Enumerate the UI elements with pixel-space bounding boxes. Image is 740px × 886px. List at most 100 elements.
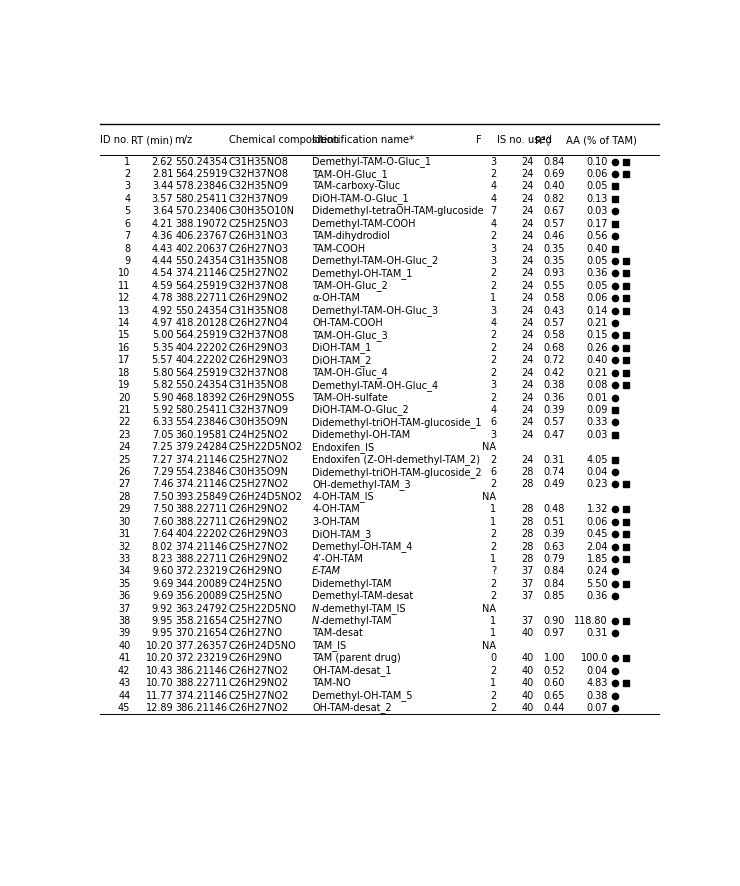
Text: Didemethyl-triOH-TAM-glucoside_1: Didemethyl-triOH-TAM-glucoside_1 (312, 417, 482, 428)
Text: 10.70: 10.70 (146, 678, 173, 688)
Text: 386.21146: 386.21146 (175, 703, 228, 713)
Text: 1: 1 (490, 517, 497, 526)
Text: 19: 19 (118, 380, 130, 390)
Text: 5.92: 5.92 (152, 405, 173, 415)
Text: 5.80: 5.80 (152, 368, 173, 377)
Text: 2: 2 (490, 169, 497, 179)
Text: 37: 37 (521, 579, 534, 589)
Text: 10.20: 10.20 (146, 641, 173, 651)
Text: 24: 24 (521, 355, 534, 365)
Text: 3-OH-TAM: 3-OH-TAM (312, 517, 360, 526)
Text: 26: 26 (118, 467, 130, 477)
Text: DiOH-TAM-O-Gluc_2: DiOH-TAM-O-Gluc_2 (312, 405, 409, 416)
Text: TAM-OH-Gluc_3: TAM-OH-Gluc_3 (312, 330, 388, 341)
Text: C25H27NO2: C25H27NO2 (229, 690, 289, 701)
Text: Didemethyl-TAM: Didemethyl-TAM (312, 579, 391, 589)
Text: 0.04: 0.04 (587, 467, 608, 477)
Text: TAM-NO: TAM-NO (312, 678, 351, 688)
Text: C25H27NO2: C25H27NO2 (229, 268, 289, 278)
Text: 554.23846: 554.23846 (175, 467, 228, 477)
Text: 24: 24 (521, 430, 534, 439)
Text: C32H37NO8: C32H37NO8 (229, 169, 289, 179)
Text: 5.50: 5.50 (587, 579, 608, 589)
Text: 0.84: 0.84 (544, 566, 565, 577)
Text: C30H35O9N: C30H35O9N (229, 467, 289, 477)
Text: R²◊: R²◊ (535, 136, 551, 145)
Text: Didemethyl-OH-TAM: Didemethyl-OH-TAM (312, 430, 411, 439)
Text: C26H27NO2: C26H27NO2 (229, 703, 289, 713)
Text: 37: 37 (521, 566, 534, 577)
Text: 28: 28 (521, 517, 534, 526)
Text: 554.23846: 554.23846 (175, 417, 228, 427)
Text: 372.23219: 372.23219 (175, 566, 228, 577)
Text: 0.56: 0.56 (587, 231, 608, 241)
Text: C26H27NO3: C26H27NO3 (229, 244, 289, 253)
Text: 388.22711: 388.22711 (175, 554, 228, 564)
Text: 24: 24 (521, 281, 534, 291)
Text: 2: 2 (490, 665, 497, 676)
Text: TAM-OH-Gluc_1: TAM-OH-Gluc_1 (312, 168, 388, 180)
Text: 0.10: 0.10 (587, 157, 608, 167)
Text: TAM-COOH: TAM-COOH (312, 244, 366, 253)
Text: 0.85: 0.85 (544, 591, 565, 602)
Text: 22: 22 (118, 417, 130, 427)
Text: 360.19581: 360.19581 (175, 430, 228, 439)
Text: 13: 13 (118, 306, 130, 315)
Text: α-OH-TAM: α-OH-TAM (312, 293, 360, 303)
Text: 2: 2 (490, 268, 497, 278)
Text: 24: 24 (521, 157, 534, 167)
Text: 3: 3 (490, 430, 497, 439)
Text: 468.18392: 468.18392 (175, 392, 228, 402)
Text: 40: 40 (521, 690, 534, 701)
Text: 31: 31 (118, 529, 130, 540)
Text: 0.06: 0.06 (587, 169, 608, 179)
Text: C32H37NO8: C32H37NO8 (229, 330, 289, 340)
Text: 0.57: 0.57 (543, 417, 565, 427)
Text: 5.00: 5.00 (152, 330, 173, 340)
Text: 550.24354: 550.24354 (175, 380, 228, 390)
Text: C25H22D5NO2: C25H22D5NO2 (229, 442, 303, 452)
Text: 0.72: 0.72 (543, 355, 565, 365)
Text: -demethyl-TAM_IS: -demethyl-TAM_IS (319, 603, 406, 614)
Text: 372.23219: 372.23219 (175, 653, 228, 664)
Text: m/z: m/z (175, 136, 192, 145)
Text: 379.24284: 379.24284 (175, 442, 228, 452)
Text: 37: 37 (521, 591, 534, 602)
Text: Identification name*: Identification name* (312, 136, 414, 145)
Text: 3: 3 (124, 182, 130, 191)
Text: 0.21: 0.21 (587, 368, 608, 377)
Text: 28: 28 (521, 467, 534, 477)
Text: 3.57: 3.57 (152, 194, 173, 204)
Text: 4-OH-TAM_IS: 4-OH-TAM_IS (312, 492, 374, 502)
Text: 4.44: 4.44 (152, 256, 173, 266)
Text: 0.68: 0.68 (544, 343, 565, 353)
Text: 1: 1 (124, 157, 130, 167)
Text: 550.24354: 550.24354 (175, 157, 228, 167)
Text: 24: 24 (521, 268, 534, 278)
Text: 0.84: 0.84 (544, 579, 565, 589)
Text: 4: 4 (490, 318, 497, 328)
Text: TAM-carboxy-Gluc: TAM-carboxy-Gluc (312, 182, 400, 191)
Text: TAM-desat: TAM-desat (312, 628, 363, 639)
Text: 7: 7 (490, 206, 497, 216)
Text: 7.25: 7.25 (152, 442, 173, 452)
Text: 0.33: 0.33 (587, 417, 608, 427)
Text: C26H29NO2: C26H29NO2 (229, 293, 289, 303)
Text: 24: 24 (521, 392, 534, 402)
Text: 0.31: 0.31 (587, 628, 608, 639)
Text: 40: 40 (521, 665, 534, 676)
Text: 0.36: 0.36 (544, 392, 565, 402)
Text: RT (min): RT (min) (132, 136, 173, 145)
Text: 4: 4 (490, 182, 497, 191)
Text: 24: 24 (521, 343, 534, 353)
Text: 37: 37 (521, 616, 534, 626)
Text: 3: 3 (490, 157, 497, 167)
Text: 2: 2 (490, 579, 497, 589)
Text: 2: 2 (490, 690, 497, 701)
Text: 40: 40 (118, 641, 130, 651)
Text: 9.92: 9.92 (152, 603, 173, 614)
Text: 40: 40 (521, 653, 534, 664)
Text: 358.21654: 358.21654 (175, 616, 228, 626)
Text: 370.21654: 370.21654 (175, 628, 228, 639)
Text: 24: 24 (521, 318, 534, 328)
